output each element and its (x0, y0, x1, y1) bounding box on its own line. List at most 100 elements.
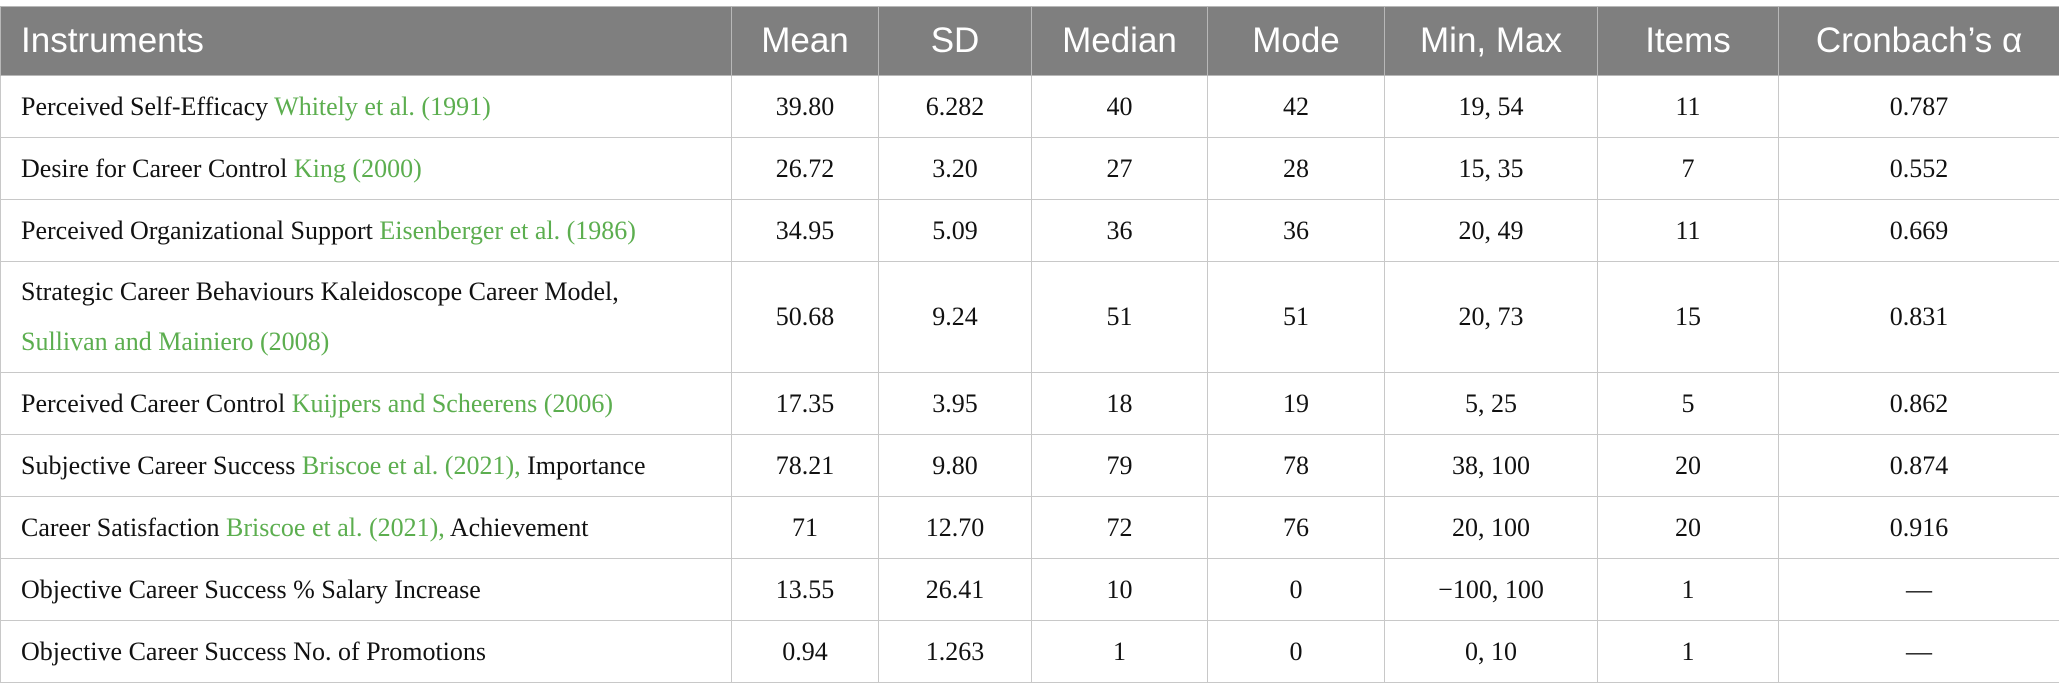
instrument-cell: Perceived Organizational Support Eisenbe… (1, 200, 732, 262)
page: {"table": { "header": ["Instruments", "M… (0, 6, 2059, 700)
citation: Kuijpers and Scheerens (2006) (292, 389, 613, 418)
column-header: Median (1032, 7, 1208, 76)
value-cell: 9.80 (879, 435, 1032, 497)
value-cell: 1 (1598, 621, 1779, 683)
value-cell: 26.72 (732, 138, 879, 200)
value-cell: 36 (1208, 200, 1385, 262)
column-header: Items (1598, 7, 1779, 76)
value-cell: 20 (1598, 435, 1779, 497)
value-cell: 0.787 (1779, 76, 2059, 138)
value-cell: — (1779, 559, 2059, 621)
value-cell: 1 (1032, 621, 1208, 683)
value-cell: 3.20 (879, 138, 1032, 200)
table-row: Objective Career Success % Salary Increa… (1, 559, 2059, 621)
instrument-cell: Perceived Self-Efficacy Whitely et al. (… (1, 76, 732, 138)
value-cell: 38, 100 (1385, 435, 1598, 497)
value-cell: 6.282 (879, 76, 1032, 138)
value-cell: 0.831 (1779, 262, 2059, 373)
value-cell: 1 (1598, 559, 1779, 621)
column-header: Mode (1208, 7, 1385, 76)
value-cell: 76 (1208, 497, 1385, 559)
instrument-text: Achievement (450, 513, 589, 542)
value-cell: 11 (1598, 200, 1779, 262)
citation: Briscoe et al. (2021), (302, 451, 521, 480)
value-cell: 5 (1598, 373, 1779, 435)
citation: King (2000) (294, 154, 422, 183)
column-header: SD (879, 7, 1032, 76)
value-cell: 18 (1032, 373, 1208, 435)
value-cell: 13.55 (732, 559, 879, 621)
instrument-cell: Objective Career Success No. of Promotio… (1, 621, 732, 683)
instrument-text: Subjective Career Success (21, 451, 295, 480)
instrument-text: Objective Career Success % Salary Increa… (21, 575, 481, 604)
instrument-text: Perceived Career Control (21, 389, 285, 418)
value-cell: 78.21 (732, 435, 879, 497)
value-cell: 40 (1032, 76, 1208, 138)
citation: Briscoe et al. (2021), (226, 513, 445, 542)
value-cell: 0 (1208, 621, 1385, 683)
value-cell: 0.552 (1779, 138, 2059, 200)
instrument-text: Perceived Self-Efficacy (21, 92, 268, 121)
value-cell: 42 (1208, 76, 1385, 138)
citation: Eisenberger et al. (1986) (379, 216, 636, 245)
instrument-text: Strategic Career Behaviours Kaleidoscope… (21, 277, 619, 306)
column-header: Instruments (1, 7, 732, 76)
table-row: Subjective Career Success Briscoe et al.… (1, 435, 2059, 497)
table-row: Perceived Self-Efficacy Whitely et al. (… (1, 76, 2059, 138)
value-cell: 36 (1032, 200, 1208, 262)
value-cell: — (1779, 621, 2059, 683)
table-row: Perceived Career Control Kuijpers and Sc… (1, 373, 2059, 435)
value-cell: 20, 49 (1385, 200, 1598, 262)
value-cell: 79 (1032, 435, 1208, 497)
value-cell: 9.24 (879, 262, 1032, 373)
value-cell: 5, 25 (1385, 373, 1598, 435)
value-cell: 15 (1598, 262, 1779, 373)
table-row: Desire for Career Control King (2000)26.… (1, 138, 2059, 200)
value-cell: 51 (1032, 262, 1208, 373)
value-cell: 20, 100 (1385, 497, 1598, 559)
value-cell: 0.669 (1779, 200, 2059, 262)
instrument-cell: Strategic Career Behaviours Kaleidoscope… (1, 262, 732, 373)
value-cell: 12.70 (879, 497, 1032, 559)
value-cell: 19, 54 (1385, 76, 1598, 138)
value-cell: 50.68 (732, 262, 879, 373)
value-cell: 1.263 (879, 621, 1032, 683)
citation: Whitely et al. (1991) (274, 92, 491, 121)
table-row: Objective Career Success No. of Promotio… (1, 621, 2059, 683)
citation: Sullivan and Mainiero (2008) (21, 327, 329, 356)
column-header: Min, Max (1385, 7, 1598, 76)
value-cell: 10 (1032, 559, 1208, 621)
value-cell: 0.94 (732, 621, 879, 683)
value-cell: 11 (1598, 76, 1779, 138)
instrument-text: Perceived Organizational Support (21, 216, 373, 245)
value-cell: 0.862 (1779, 373, 2059, 435)
table-row: Strategic Career Behaviours Kaleidoscope… (1, 262, 2059, 373)
instrument-text: Career Satisfaction (21, 513, 220, 542)
value-cell: 0, 10 (1385, 621, 1598, 683)
table-row: Perceived Organizational Support Eisenbe… (1, 200, 2059, 262)
value-cell: 15, 35 (1385, 138, 1598, 200)
instrument-cell: Objective Career Success % Salary Increa… (1, 559, 732, 621)
value-cell: 20 (1598, 497, 1779, 559)
column-header: Mean (732, 7, 879, 76)
instrument-text: Importance (527, 451, 645, 480)
value-cell: 39.80 (732, 76, 879, 138)
column-header: Cronbach’s α (1779, 7, 2059, 76)
value-cell: 78 (1208, 435, 1385, 497)
value-cell: 34.95 (732, 200, 879, 262)
value-cell: −100, 100 (1385, 559, 1598, 621)
value-cell: 27 (1032, 138, 1208, 200)
instrument-cell: Perceived Career Control Kuijpers and Sc… (1, 373, 732, 435)
instrument-cell: Desire for Career Control King (2000) (1, 138, 732, 200)
value-cell: 28 (1208, 138, 1385, 200)
value-cell: 7 (1598, 138, 1779, 200)
table-row: Career Satisfaction Briscoe et al. (2021… (1, 497, 2059, 559)
value-cell: 17.35 (732, 373, 879, 435)
value-cell: 51 (1208, 262, 1385, 373)
value-cell: 3.95 (879, 373, 1032, 435)
value-cell: 0 (1208, 559, 1385, 621)
value-cell: 19 (1208, 373, 1385, 435)
value-cell: 72 (1032, 497, 1208, 559)
